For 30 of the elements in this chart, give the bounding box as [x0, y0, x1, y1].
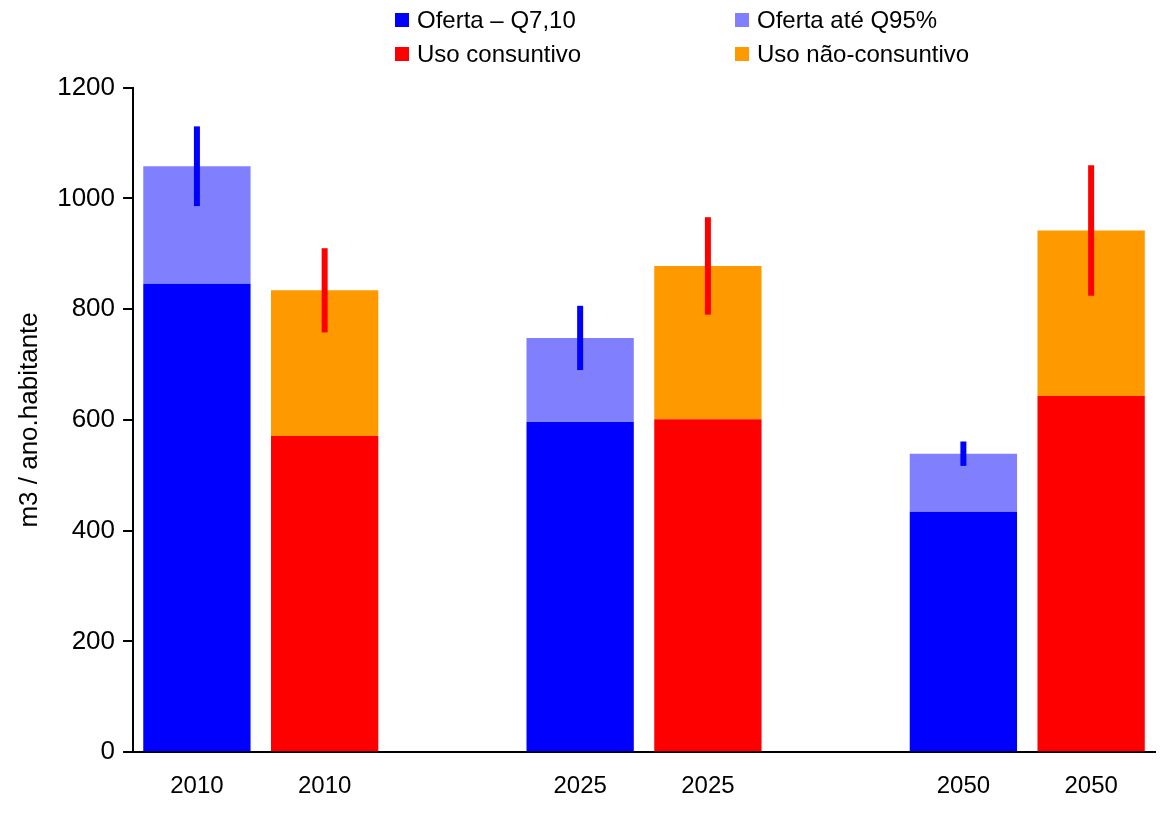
legend-label: Uso não-consuntivo: [757, 40, 970, 68]
y-tick-label: 800: [71, 292, 116, 323]
bar: [654, 265, 762, 420]
x-tick-label: 2050: [1064, 771, 1118, 799]
x-tick-label: 2010: [170, 771, 224, 799]
x-tick-label: 2025: [553, 771, 607, 799]
y-tick-label: 400: [71, 513, 116, 544]
y-tick-label: 200: [71, 624, 116, 655]
bar: [909, 453, 1018, 512]
bar: [271, 290, 379, 436]
x-tick-label: 2010: [297, 771, 352, 799]
y-axis-title: m3 / ano.habitante: [12, 312, 43, 528]
legend-label: Uso consuntivo: [417, 40, 582, 68]
y-tick-label: 600: [71, 403, 116, 434]
bar: [143, 283, 251, 752]
bar: [1037, 230, 1145, 397]
x-tick-label: 2025: [681, 771, 735, 799]
bar: [526, 337, 634, 423]
bar: [1037, 396, 1145, 752]
bar: [271, 435, 379, 752]
x-tick-label: 2050: [936, 771, 991, 799]
y-tick-label: 0: [100, 735, 116, 766]
y-tick-label: 1000: [57, 181, 116, 212]
bar: [526, 422, 634, 752]
legend-label: Oferta até Q95%: [757, 6, 938, 34]
y-tick-label: 1200: [57, 70, 116, 101]
bar: [654, 419, 762, 752]
bar: [909, 511, 1018, 752]
legend-label: Oferta – Q7,10: [417, 6, 576, 34]
bar: [143, 166, 251, 284]
